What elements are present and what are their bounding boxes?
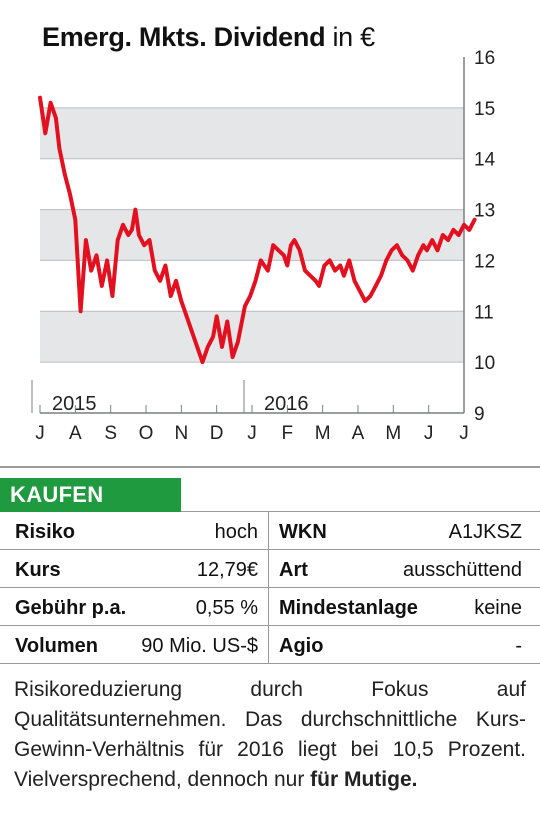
fact-value: hoch xyxy=(214,521,258,543)
x-tick-label: J xyxy=(35,423,45,444)
fact-value: - xyxy=(515,635,522,657)
facts-row: Kurs 12,79€ Art ausschüttend xyxy=(0,550,540,588)
grid-band xyxy=(40,107,464,159)
grid-band xyxy=(40,311,464,363)
fact-value: keine xyxy=(474,597,522,619)
chart-unit: in € xyxy=(332,22,375,52)
y-tick-label: 14 xyxy=(474,150,496,171)
y-tick-label: 9 xyxy=(474,404,485,425)
facts-row: Gebühr p.a. 0,55 % Mindestanlage keine xyxy=(0,588,540,626)
year-label: 2016 xyxy=(264,393,309,415)
fact-value: ausschüttend xyxy=(403,559,522,581)
verdict-badge: KAUFEN xyxy=(0,478,181,512)
facts-row: Risiko hoch WKN A1JKSZ xyxy=(0,512,540,550)
fact-label: Mindestanlage xyxy=(279,597,418,619)
y-tick-label: 12 xyxy=(474,251,495,272)
verdict-rule xyxy=(181,511,540,512)
chart-panel: 9 10 11 12 13 14 15 16 J A S O N D J F M A M J J 2015 2016 Eme… xyxy=(31,22,496,444)
description-text: Risikoreduzierung durch Fokus auf Qualit… xyxy=(14,678,526,791)
x-tick-label: S xyxy=(104,423,117,444)
fact-label: Volumen xyxy=(15,635,98,657)
y-tick-label: 13 xyxy=(474,201,495,222)
section-divider xyxy=(0,466,540,468)
year-label: 2015 xyxy=(52,393,97,415)
facts-table: Risiko hoch WKN A1JKSZ Kurs 12,79€ Art a… xyxy=(0,512,540,664)
fact-label: Risiko xyxy=(15,521,76,543)
x-tick-label: A xyxy=(69,423,82,444)
fact-label: Gebühr p.a. xyxy=(15,597,127,619)
fact-value: 90 Mio. US-$ xyxy=(141,635,258,657)
chart-title-text: Emerg. Mkts. Dividend xyxy=(42,22,326,52)
fact-value: 12,79€ xyxy=(196,559,258,581)
verdict-row: KAUFEN xyxy=(0,478,540,512)
x-tick-label: A xyxy=(352,423,365,444)
x-tick-label: N xyxy=(174,423,188,444)
fact-label: Kurs xyxy=(15,559,61,581)
x-tick-label: M xyxy=(315,423,331,444)
facts-row: Volumen 90 Mio. US-$ Agio - xyxy=(0,626,540,664)
x-tick-label: M xyxy=(385,423,401,444)
fact-value: A1JKSZ xyxy=(448,521,522,543)
x-tick-label: O xyxy=(139,423,154,444)
series-line xyxy=(38,95,477,365)
y-tick-label: 11 xyxy=(474,302,494,323)
x-tick-label: J xyxy=(247,423,257,444)
fund-description: Risikoreduzierung durch Fokus auf Qualit… xyxy=(14,675,526,795)
fact-label: Agio xyxy=(279,635,324,657)
x-tick-label: J xyxy=(459,423,469,444)
fact-label: Art xyxy=(279,559,308,581)
facts-column-separator xyxy=(268,512,269,664)
description-emphasis: für Mutige. xyxy=(310,768,418,791)
x-tick-label: J xyxy=(424,423,434,444)
x-tick-label: D xyxy=(210,423,224,444)
grid-band xyxy=(40,209,464,261)
chart-title: Emerg. Mkts. Dividend in € xyxy=(42,22,375,53)
y-tick-label: 16 xyxy=(474,48,495,69)
fact-value: 0,55 % xyxy=(195,597,258,619)
y-tick-label: 15 xyxy=(474,99,495,120)
fact-label: WKN xyxy=(279,521,327,543)
x-tick-label: F xyxy=(282,423,294,444)
y-tick-label: 10 xyxy=(474,353,495,374)
